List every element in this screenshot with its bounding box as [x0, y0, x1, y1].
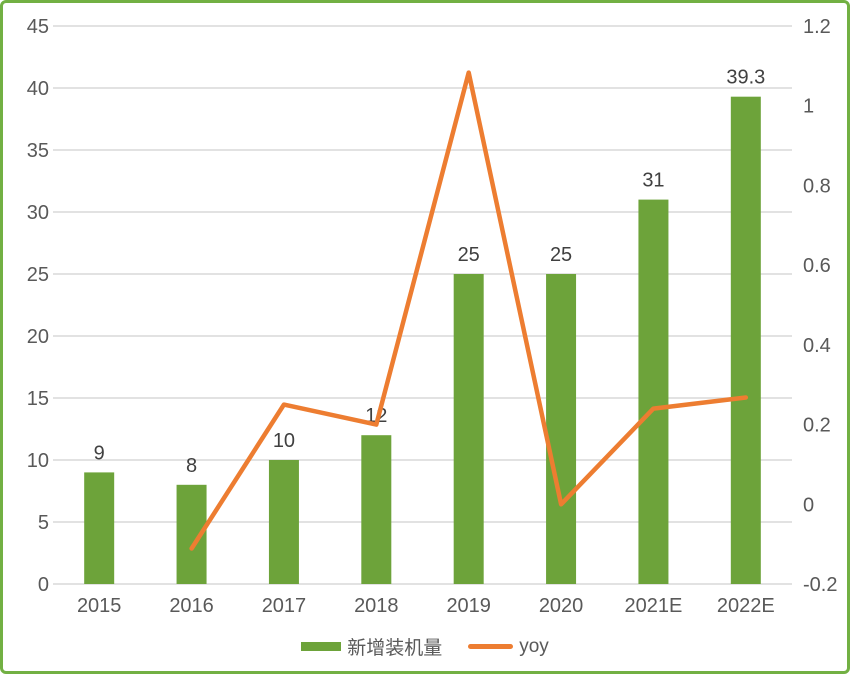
bar-2017 [268, 460, 299, 584]
left-axis-tick-label: 0 [38, 574, 49, 596]
left-axis-tick-label: 35 [27, 140, 49, 162]
right-axis-tick-label: 0.4 [803, 335, 831, 357]
bar-data-label-2022E: 39.3 [726, 67, 765, 89]
category-label-2021E: 2021E [625, 595, 683, 617]
bar-data-label-2020: 25 [550, 244, 572, 266]
bar-2018 [361, 435, 392, 584]
bar-data-label-2021E: 31 [642, 170, 664, 192]
right-axis-tick-label: 0.2 [803, 415, 831, 437]
bar-2021E [638, 199, 669, 584]
bar-2022E [730, 96, 761, 585]
left-axis-tick-label: 45 [27, 16, 49, 38]
left-axis-tick-label: 25 [27, 264, 49, 286]
left-axis-tick-label: 30 [27, 202, 49, 224]
category-label-2022E: 2022E [717, 595, 775, 617]
bar-data-label-2016: 8 [186, 455, 197, 477]
bar-data-label-2019: 25 [458, 244, 480, 266]
combo-chart: 4540353025201510501.210.80.60.40.20-0.22… [27, 16, 838, 617]
left-axis-tick-label: 20 [27, 326, 49, 348]
category-label-2017: 2017 [262, 595, 307, 617]
bar-data-label-2017: 10 [273, 430, 295, 452]
bar-data-label-2015: 9 [94, 442, 105, 464]
yoy-line [189, 70, 749, 551]
bar-2020 [546, 274, 577, 584]
left-axis-tick-label: 15 [27, 388, 49, 410]
left-axis-tick-label: 40 [27, 78, 49, 100]
category-label-2016: 2016 [169, 595, 214, 617]
right-axis-tick-label: 1 [803, 96, 814, 118]
bar-2019 [453, 274, 484, 584]
right-axis-tick-label: 0 [803, 494, 814, 516]
right-axis-tick-label: -0.2 [803, 574, 837, 596]
category-label-2015: 2015 [77, 595, 122, 617]
left-axis-tick-label: 10 [27, 450, 49, 472]
right-axis-tick-label: 0.6 [803, 255, 831, 277]
category-label-2020: 2020 [539, 595, 584, 617]
right-axis-tick-label: 1.2 [803, 16, 831, 38]
bar-2015 [84, 472, 115, 584]
category-label-2018: 2018 [354, 595, 399, 617]
right-axis-tick-label: 0.8 [803, 175, 831, 197]
left-axis-tick-label: 5 [38, 512, 49, 534]
category-label-2019: 2019 [446, 595, 491, 617]
